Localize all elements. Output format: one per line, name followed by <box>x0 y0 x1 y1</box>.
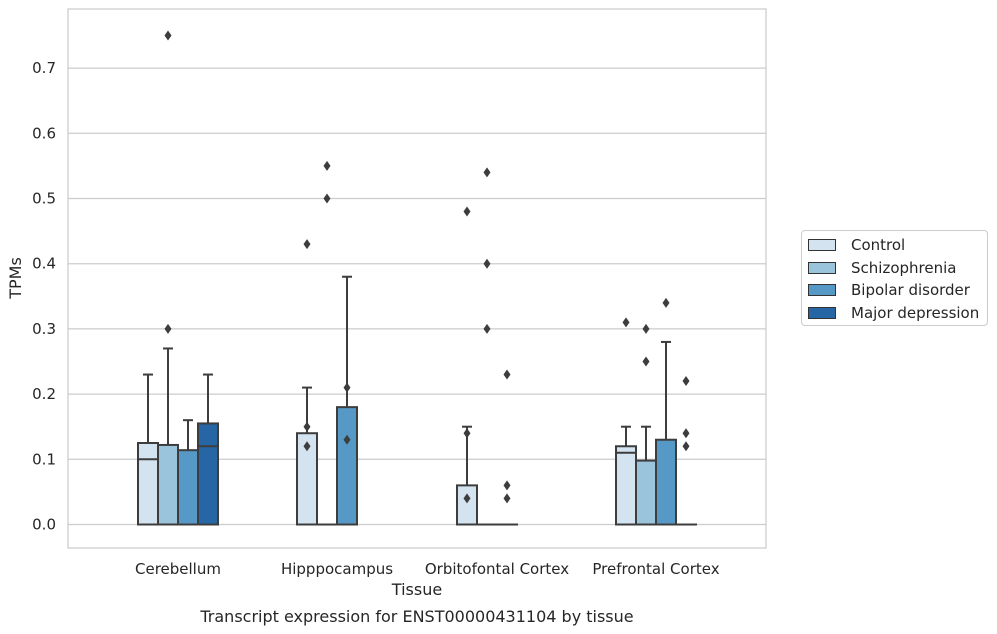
box-2-3 <box>655 297 677 526</box>
box-body <box>336 406 358 526</box>
box-2-2 <box>496 369 518 526</box>
y-tick-label: 0.0 <box>32 516 56 534</box>
outlier-point <box>323 193 331 204</box>
y-tick-label: 0.6 <box>32 124 56 142</box>
box-3-0 <box>197 373 219 526</box>
box-body <box>137 442 159 526</box>
box-0-2 <box>456 206 478 526</box>
legend-label-bipolar-disorder: Bipolar disorder <box>851 281 970 299</box>
outlier-point <box>463 206 471 217</box>
legend-item-schizophrenia: Schizophrenia <box>808 259 956 277</box>
y-tick-label: 0.3 <box>32 320 56 338</box>
legend-swatch-major-depression <box>808 307 836 319</box>
outlier-point <box>303 441 311 452</box>
y-tick-labels: 0.0 0.1 0.2 0.3 0.4 0.5 0.6 0.7 <box>32 59 56 533</box>
box-body <box>615 445 637 526</box>
y-axis-label: TPMs <box>6 257 25 300</box>
outlier-point <box>503 493 511 504</box>
outlier-point <box>503 369 511 380</box>
box-0-1 <box>296 239 318 526</box>
box-2-0 <box>177 419 199 526</box>
x-tick-label: Hipppocampus <box>281 560 393 578</box>
legend-label-major-depression: Major depression <box>851 304 980 322</box>
x-tick-label: Prefrontal Cortex <box>592 560 719 578</box>
outlier-point <box>682 376 690 387</box>
box-body <box>157 443 179 526</box>
box-body <box>197 422 219 526</box>
box-2-1 <box>336 275 358 526</box>
outlier-point <box>303 239 311 250</box>
outlier-point <box>303 421 311 432</box>
outlier-point <box>343 434 351 445</box>
box-1-2 <box>476 167 498 526</box>
outlier-point <box>483 258 491 269</box>
legend-item-bipolar-disorder: Bipolar disorder <box>808 281 970 299</box>
legend-item-control: Control <box>808 236 905 254</box>
outlier-point <box>323 160 331 171</box>
x-axis-label: Tissue <box>391 580 442 599</box>
y-tick-label: 0.1 <box>32 450 56 468</box>
box-1-3 <box>635 323 657 526</box>
box-1-1 <box>316 160 338 526</box>
outlier-point <box>642 323 650 334</box>
outlier-point <box>463 493 471 504</box>
outlier-point <box>682 428 690 439</box>
legend-item-major-depression: Major depression <box>808 304 979 322</box>
outlier-point <box>483 167 491 178</box>
box-marks <box>137 30 697 526</box>
x-tick-label: Cerebellum <box>135 560 221 578</box>
outlier-point <box>164 30 172 41</box>
box-0-3 <box>615 317 637 526</box>
legend-label-control: Control <box>851 236 906 254</box>
figure-caption: Transcript expression for ENST0000043110… <box>200 607 634 626</box>
x-tick-labels: Cerebellum Hipppocampus Orbitofontal Corte… <box>135 560 720 578</box>
legend: Control Schizophrenia Bipolar disorder M… <box>801 230 988 326</box>
legend-swatch-schizophrenia <box>808 262 836 274</box>
outlier-point <box>642 356 650 367</box>
box-body <box>177 449 199 526</box>
outlier-point <box>463 428 471 439</box>
outlier-point <box>483 323 491 334</box>
outlier-point <box>662 297 670 308</box>
outlier-point <box>164 323 172 334</box>
legend-label-schizophrenia: Schizophrenia <box>851 259 957 277</box>
y-tick-label: 0.5 <box>32 190 56 208</box>
box-body <box>456 484 478 526</box>
box-0-0 <box>137 373 159 526</box>
box-body <box>655 438 677 526</box>
outlier-point <box>343 382 351 393</box>
legend-swatch-control <box>808 239 836 251</box>
y-tick-label: 0.7 <box>32 59 56 77</box>
y-tick-label: 0.4 <box>32 255 56 273</box>
outlier-point <box>503 480 511 491</box>
plot-area-frame <box>67 8 767 549</box>
legend-swatch-bipolar-disorder <box>808 284 836 296</box>
box-body <box>635 459 657 526</box>
box-3-3 <box>675 376 697 526</box>
box-1-0 <box>157 30 179 526</box>
outlier-point <box>622 317 630 328</box>
y-tick-label: 0.2 <box>32 385 56 403</box>
x-tick-label: Orbitofontal Cortex <box>425 560 569 578</box>
outlier-point <box>682 441 690 452</box>
